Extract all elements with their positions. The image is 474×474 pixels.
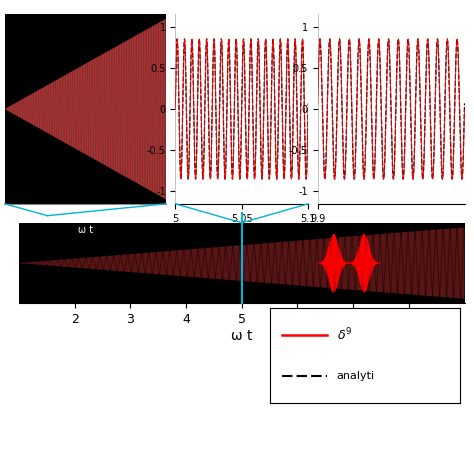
X-axis label: ω t: ω t — [231, 329, 253, 343]
Text: $\delta^9$: $\delta^9$ — [337, 326, 352, 343]
Text: analyti: analyti — [337, 371, 374, 382]
X-axis label: ω t: ω t — [78, 225, 93, 235]
X-axis label: ω t  $\times 10^6$: ω t $\times 10^6$ — [218, 225, 265, 239]
